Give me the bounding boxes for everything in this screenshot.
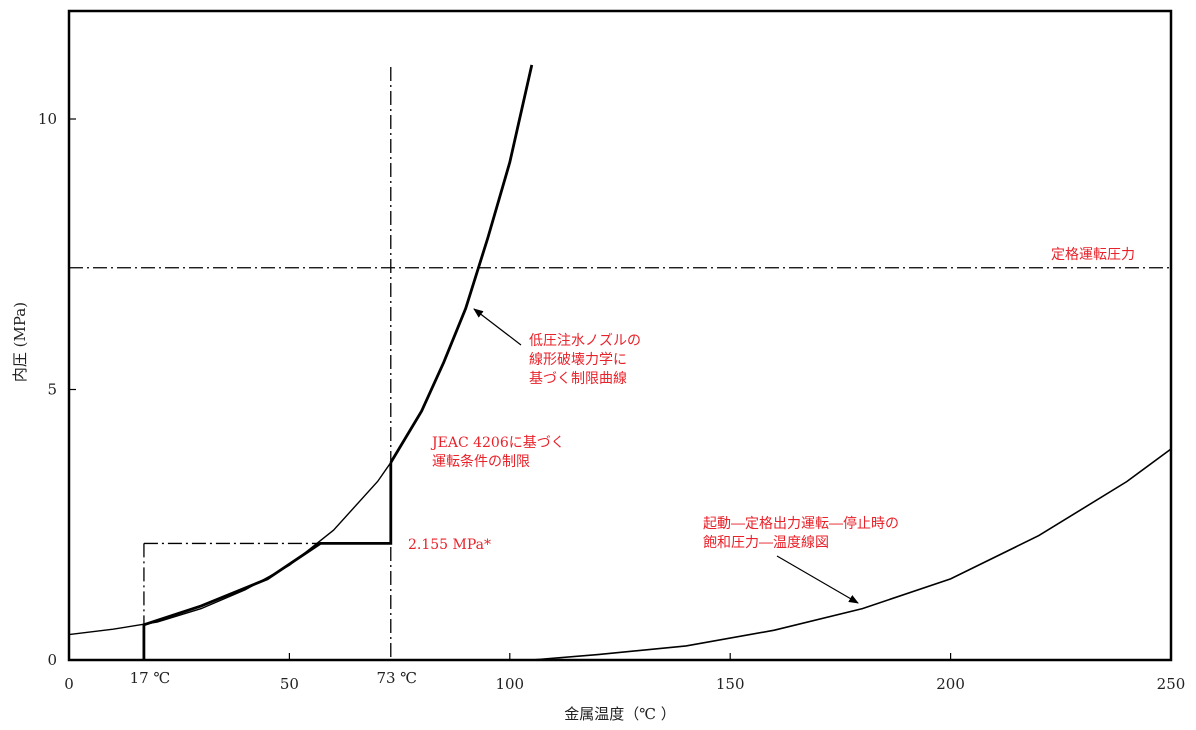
- saturation-curve-arrow: [776, 555, 859, 604]
- saturation-curve-note-line: 起動―定格出力運転―停止時の: [703, 515, 899, 532]
- jeac-limit-note: JEAC 4206に基づく運転条件の制限: [430, 434, 565, 470]
- x-extra-tick-label: 17 ℃: [130, 669, 171, 687]
- x-tick-label: 250: [1157, 675, 1186, 693]
- fracture-limit-note-line: 線形破壊力学に: [529, 352, 627, 368]
- y-tick-label: 0: [47, 651, 57, 669]
- x-extra-tick-label: 73 ℃: [376, 669, 417, 687]
- x-tick-label: 50: [280, 675, 299, 693]
- x-tick-label: 150: [716, 675, 745, 693]
- plot-frame: [67, 9, 1173, 662]
- x-tick-label: 0: [64, 675, 74, 693]
- x-axis-title: 金属温度（℃ ）: [564, 705, 676, 723]
- jeac-limit-note-line: JEAC 4206に基づく: [430, 434, 565, 451]
- rated-pressure-label: 定格運転圧力: [1051, 247, 1135, 263]
- jeac-limit-note-line: 運転条件の制限: [432, 453, 530, 470]
- series-fracture-limit-lower: [68, 462, 392, 636]
- x-tick-label: 100: [495, 675, 524, 693]
- pressure-2155-label: 2.155 MPa*: [408, 537, 491, 553]
- series-jeac-limit: [142, 462, 393, 660]
- y-tick-label: 10: [38, 110, 57, 128]
- fracture-limit-note: 低圧注水ノズルの線形破壊力学に基づく制限曲線: [529, 333, 641, 387]
- y-axis-title: 内圧 (MPa): [11, 302, 29, 382]
- series-fracture-limit-upper: [389, 64, 534, 464]
- fracture-limit-note-line: 低圧注水ノズルの: [529, 333, 641, 349]
- series-saturation-curve: [531, 448, 1172, 661]
- y-tick-label: 5: [47, 381, 57, 399]
- saturation-curve-note: 起動―定格出力運転―停止時の飽和圧力―温度線図: [703, 515, 899, 551]
- saturation-curve-note-line: 飽和圧力―温度線図: [703, 534, 829, 551]
- x-tick-label: 200: [936, 675, 965, 693]
- fracture-limit-arrow: [473, 308, 522, 346]
- fracture-limit-note-line: 基づく制限曲線: [529, 370, 627, 387]
